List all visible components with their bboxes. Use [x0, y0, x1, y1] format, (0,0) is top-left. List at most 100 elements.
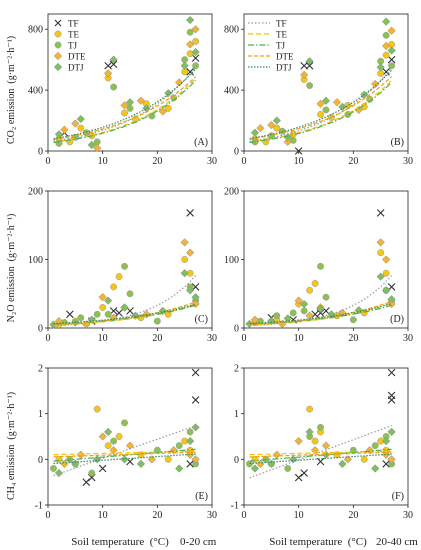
point-DTJ	[87, 140, 96, 150]
point-TE	[382, 51, 390, 59]
x-label-right: Soil temperature (°C)	[269, 536, 367, 548]
point-DTJ	[299, 299, 309, 309]
point-TE	[77, 124, 85, 132]
point-TE	[121, 109, 128, 117]
y-tick-label: -1	[35, 501, 43, 512]
point-TF	[294, 147, 303, 155]
y-tick-label: 400	[224, 86, 239, 97]
point-DTJ	[180, 269, 189, 278]
trendline-DTE	[53, 76, 197, 141]
point-TE	[311, 437, 319, 445]
point-TF	[382, 460, 390, 468]
point-TF	[191, 368, 200, 377]
point-TE	[181, 256, 189, 263]
point-TJ	[246, 460, 253, 468]
y-label-ch4: CH₄ emission (g·m⁻²·h⁻¹)	[6, 392, 17, 500]
point-TJ	[388, 62, 396, 70]
point-DTJ	[164, 89, 173, 98]
legend-label-TJ: TJ	[276, 41, 285, 51]
point-TJ	[322, 293, 330, 301]
point-DTE	[158, 107, 167, 116]
point-DTJ	[321, 96, 331, 105]
point-TE	[317, 111, 324, 118]
point-TJ	[121, 262, 128, 270]
point-DTJ	[376, 63, 385, 72]
point-TJ	[104, 310, 112, 318]
panel-label: (A)	[194, 137, 208, 148]
trendline-TJ	[53, 80, 197, 143]
point-DTJ	[76, 114, 85, 124]
point-TF	[191, 283, 200, 291]
point-TE	[99, 304, 107, 311]
trendline-DTE	[249, 76, 393, 140]
point-DTE	[180, 238, 189, 247]
point-TJ	[121, 419, 128, 427]
point-DTE	[294, 436, 303, 446]
point-TE	[104, 442, 112, 450]
point-DTJ	[250, 128, 260, 137]
point-DTE	[310, 446, 320, 455]
point-DTJ	[185, 286, 195, 295]
point-DTJ	[289, 455, 298, 464]
trendline-TF	[249, 275, 393, 327]
legend-label-TE: TE	[276, 30, 287, 40]
point-TF	[305, 61, 314, 70]
point-DTJ	[376, 272, 385, 281]
point-TJ	[317, 262, 324, 270]
point-TJ	[284, 465, 292, 472]
trendline-TJ	[249, 81, 393, 143]
point-TF	[82, 478, 91, 486]
x-tick-label: 20	[348, 333, 358, 344]
trendlines	[53, 425, 196, 477]
trendline-TE	[53, 77, 197, 143]
point-TF	[300, 469, 308, 477]
point-TJ	[110, 437, 118, 445]
point-DTJ	[185, 15, 195, 25]
y-tick-label: 0	[38, 147, 43, 158]
point-DTE	[283, 137, 292, 147]
x-tick-label: 0	[242, 156, 247, 167]
point-TJ	[322, 106, 330, 114]
panel-label: (C)	[195, 314, 208, 325]
point-DTE	[381, 255, 391, 264]
point-TF	[186, 68, 194, 76]
point-DTE	[98, 293, 107, 302]
trendline-TF	[53, 275, 197, 327]
legend-marker-TE	[54, 30, 62, 38]
point-TF	[104, 61, 112, 70]
x-tick-label: 0	[46, 333, 51, 344]
legend-label-DTJ: DTJ	[68, 63, 84, 73]
point-DTJ	[316, 304, 325, 313]
point-TE	[164, 104, 172, 112]
point-TF	[66, 310, 74, 319]
point-TE	[192, 37, 200, 45]
point-DTJ	[191, 293, 200, 302]
point-DTJ	[338, 102, 347, 112]
panel-label: (F)	[392, 491, 404, 502]
point-TF	[126, 307, 134, 315]
point-TJ	[88, 469, 96, 477]
depth-label-right: 20-40 cm	[376, 536, 418, 548]
trendline-DTJ	[53, 68, 197, 140]
legend-marker-TJ	[54, 41, 62, 49]
panel-label: (D)	[390, 314, 404, 325]
x-tick-label: 10	[98, 510, 108, 521]
y-tick-label: 100	[224, 255, 239, 266]
legend-label-TF: TF	[68, 19, 79, 29]
x-tick-label: 30	[403, 510, 413, 521]
trendlines	[53, 275, 197, 327]
depth-label-left: 0-20 cm	[180, 536, 217, 548]
point-DTJ	[371, 464, 380, 473]
point-DTE	[191, 455, 200, 464]
point-DTE	[60, 125, 69, 134]
x-tick-label: 30	[207, 156, 217, 167]
y-tick-label: 0	[234, 455, 239, 466]
point-TE	[311, 280, 319, 287]
point-TJ	[192, 62, 200, 70]
legend-label-TF: TF	[276, 19, 287, 29]
point-TE	[93, 405, 101, 413]
